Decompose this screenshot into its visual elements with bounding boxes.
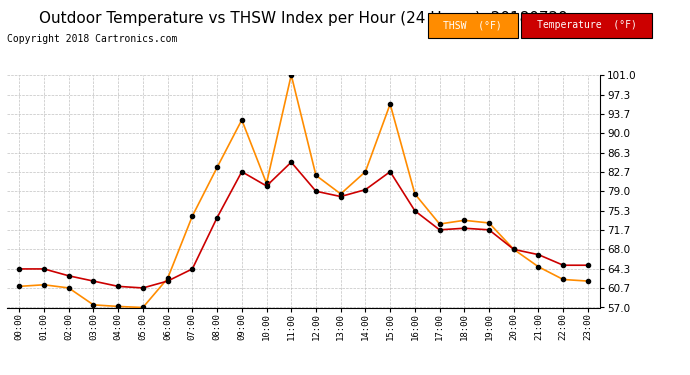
Text: Copyright 2018 Cartronics.com: Copyright 2018 Cartronics.com xyxy=(7,34,177,44)
Text: Temperature  (°F): Temperature (°F) xyxy=(537,20,636,30)
Text: THSW  (°F): THSW (°F) xyxy=(443,20,502,30)
Text: Outdoor Temperature vs THSW Index per Hour (24 Hours)  20180729: Outdoor Temperature vs THSW Index per Ho… xyxy=(39,11,568,26)
